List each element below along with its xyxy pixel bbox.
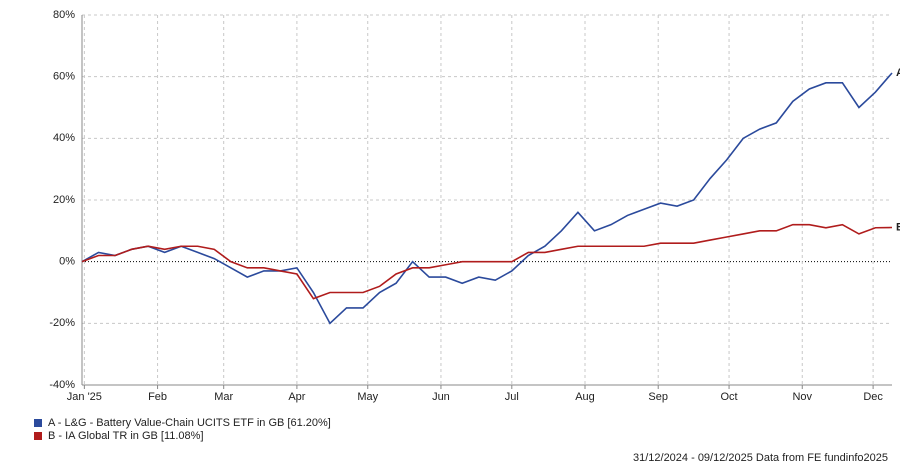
legend-label: B - IA Global TR in GB [11.08%] (48, 430, 204, 442)
x-tick-label: Dec (863, 391, 883, 403)
x-tick-label: May (357, 391, 378, 403)
y-tick-label: -20% (49, 317, 75, 329)
x-tick-label: Oct (720, 391, 737, 403)
y-tick-label: 80% (53, 9, 75, 21)
x-tick-label: Apr (288, 391, 305, 403)
x-tick-label: Nov (792, 391, 812, 403)
x-tick-label: Jan '25 (67, 391, 102, 403)
legend-swatch (34, 432, 42, 440)
x-tick-label: Mar (214, 391, 233, 403)
x-tick-label: Jun (432, 391, 450, 403)
y-tick-label: 0% (59, 256, 75, 268)
x-tick-label: Feb (148, 391, 167, 403)
x-tick-label: Jul (505, 391, 519, 403)
legend-label: A - L&G - Battery Value-Chain UCITS ETF … (48, 417, 331, 429)
x-tick-label: Aug (575, 391, 595, 403)
end-label: B (896, 221, 900, 233)
y-tick-label: 20% (53, 194, 75, 206)
footer: 31/12/2024 - 09/12/2025 Data from FE fun… (633, 452, 888, 464)
end-label: A (896, 67, 900, 79)
y-tick-label: 40% (53, 132, 75, 144)
y-tick-label: -40% (49, 379, 75, 391)
legend-swatch (34, 419, 42, 427)
series-line (81, 72, 893, 325)
x-tick-label: Sep (648, 391, 668, 403)
y-tick-label: 60% (53, 71, 75, 83)
series-line (81, 223, 893, 300)
